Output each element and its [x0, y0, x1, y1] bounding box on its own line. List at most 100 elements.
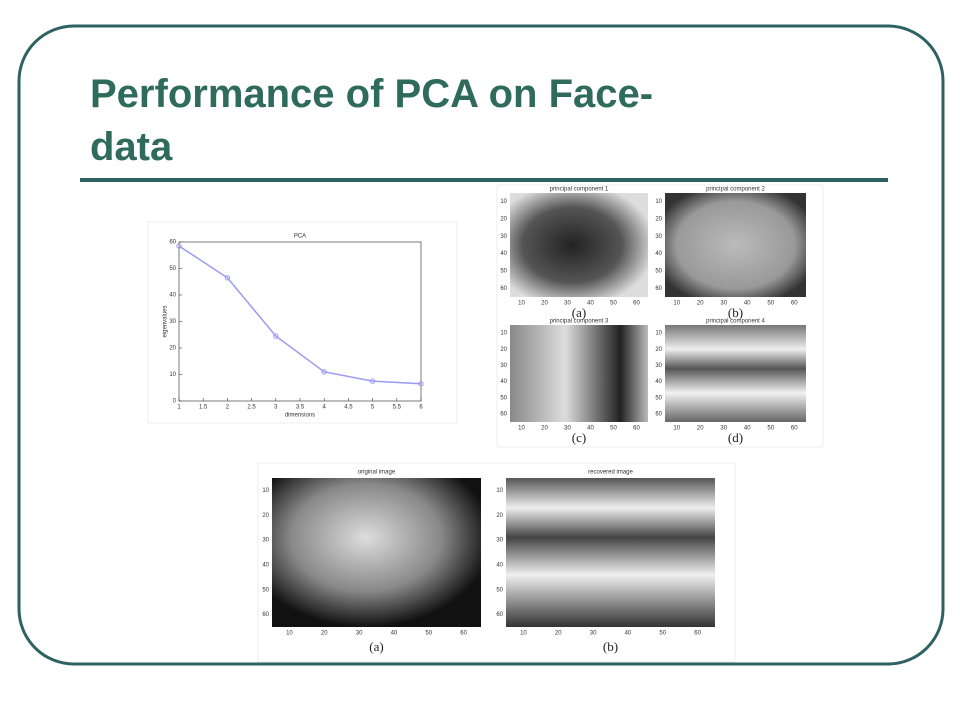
- slide-frame: [17, 24, 945, 666]
- data-point: [176, 243, 182, 249]
- image-y-tick: 20: [262, 513, 269, 519]
- image-y-tick: 50: [500, 269, 507, 275]
- image-x-tick: 60: [694, 631, 701, 637]
- recovered-image: [506, 478, 715, 627]
- slide-title-line2: data: [90, 125, 173, 169]
- image-x-tick: 50: [767, 301, 774, 307]
- x-tick-label: 3.5: [296, 405, 305, 411]
- chart-frame: [147, 221, 458, 424]
- image-x-tick: 60: [633, 426, 640, 432]
- slide-title: Performance of PCA on Face-: [90, 72, 653, 116]
- image-x-tick: 60: [460, 631, 467, 637]
- image-x-tick: 50: [767, 426, 774, 432]
- image-y-tick: 30: [496, 538, 503, 544]
- image-y-tick: 50: [262, 587, 269, 593]
- image-x-tick: 10: [518, 426, 525, 432]
- x-tick-label: 1.5: [199, 405, 208, 411]
- image-y-tick: 40: [262, 562, 269, 568]
- x-tick-label: 5.5: [393, 405, 402, 411]
- image-x-tick: 30: [720, 426, 727, 432]
- image-y-tick: 30: [500, 234, 507, 240]
- image-y-tick: 10: [655, 199, 662, 205]
- image-y-tick: 50: [496, 587, 503, 593]
- image-x-tick: 40: [744, 426, 751, 432]
- component-title: principal component 2: [706, 187, 765, 193]
- x-tick-label: 4: [323, 405, 327, 411]
- component-title: principal component 4: [706, 319, 765, 325]
- y-tick-label: 0: [173, 399, 177, 405]
- image-x-tick: 30: [564, 426, 571, 432]
- component-title: principal component 3: [550, 319, 609, 325]
- component-caption: (a): [572, 305, 586, 320]
- image-y-tick: 40: [655, 379, 662, 385]
- image-x-tick: 40: [625, 631, 632, 637]
- image-x-tick: 20: [541, 301, 548, 307]
- x-tick-label: 2: [226, 405, 230, 411]
- image-x-tick: 30: [564, 301, 571, 307]
- data-point: [321, 369, 327, 375]
- image-x-tick: 50: [610, 426, 617, 432]
- component-title: principal component 1: [550, 187, 609, 193]
- image-y-tick: 20: [500, 217, 507, 223]
- image-y-tick: 60: [262, 612, 269, 618]
- image-x-tick: 50: [610, 301, 617, 307]
- image-x-tick: 50: [425, 631, 432, 637]
- image-y-tick: 20: [655, 217, 662, 223]
- y-tick-label: 50: [169, 266, 176, 272]
- y-tick-label: 40: [169, 293, 176, 299]
- image-caption: (a): [369, 639, 383, 654]
- x-tick-label: 4.5: [344, 405, 353, 411]
- image-x-tick: 20: [541, 426, 548, 432]
- image-y-tick: 40: [655, 251, 662, 257]
- chart-title: PCA: [294, 234, 306, 240]
- image-x-tick: 20: [321, 631, 328, 637]
- data-point: [369, 378, 376, 384]
- image-x-tick: 20: [697, 301, 704, 307]
- image-y-tick: 40: [500, 379, 507, 385]
- component-caption: (d): [728, 430, 743, 445]
- y-tick-label: 10: [169, 372, 176, 378]
- image-x-tick: 30: [720, 301, 727, 307]
- image-x-tick: 60: [633, 301, 640, 307]
- component-image: [665, 193, 806, 297]
- image-y-tick: 30: [500, 363, 507, 369]
- image-y-tick: 30: [655, 234, 662, 240]
- image-y-tick: 10: [262, 488, 269, 494]
- component-caption: (b): [728, 305, 743, 320]
- image-x-tick: 30: [590, 631, 597, 637]
- image-y-tick: 50: [500, 395, 507, 401]
- image-y-tick: 60: [496, 612, 503, 618]
- x-tick-label: 1: [177, 405, 181, 411]
- data-line: [178, 245, 422, 385]
- image-y-tick: 20: [500, 347, 507, 353]
- image-x-tick: 30: [356, 631, 363, 637]
- image-y-tick: 20: [655, 347, 662, 353]
- image-y-tick: 40: [496, 562, 503, 568]
- image-x-tick: 20: [697, 426, 704, 432]
- image-x-tick: 60: [791, 301, 798, 307]
- image-x-tick: 10: [520, 631, 527, 637]
- component-caption: (c): [572, 430, 586, 445]
- y-tick-label: 60: [169, 240, 176, 246]
- image-title: original image: [358, 470, 396, 476]
- image-y-tick: 30: [262, 538, 269, 544]
- image-y-tick: 60: [500, 411, 507, 417]
- image-y-tick: 10: [496, 488, 503, 494]
- image-title: recovered image: [588, 470, 633, 476]
- data-point: [418, 381, 424, 387]
- image-x-tick: 10: [673, 301, 680, 307]
- image-y-tick: 10: [500, 199, 507, 205]
- component-image: [510, 193, 648, 297]
- image-x-tick: 10: [673, 426, 680, 432]
- image-x-tick: 10: [286, 631, 293, 637]
- image-caption: (b): [603, 639, 618, 654]
- image-x-tick: 50: [659, 631, 666, 637]
- x-tick-label: 6: [419, 405, 423, 411]
- image-y-tick: 60: [500, 286, 507, 292]
- x-tick-label: 3: [274, 405, 278, 411]
- image-y-tick: 60: [655, 411, 662, 417]
- image-x-tick: 60: [791, 426, 798, 432]
- y-axis-label: eigenvalues: [163, 305, 169, 337]
- image-x-tick: 40: [391, 631, 398, 637]
- image-x-tick: 40: [587, 426, 594, 432]
